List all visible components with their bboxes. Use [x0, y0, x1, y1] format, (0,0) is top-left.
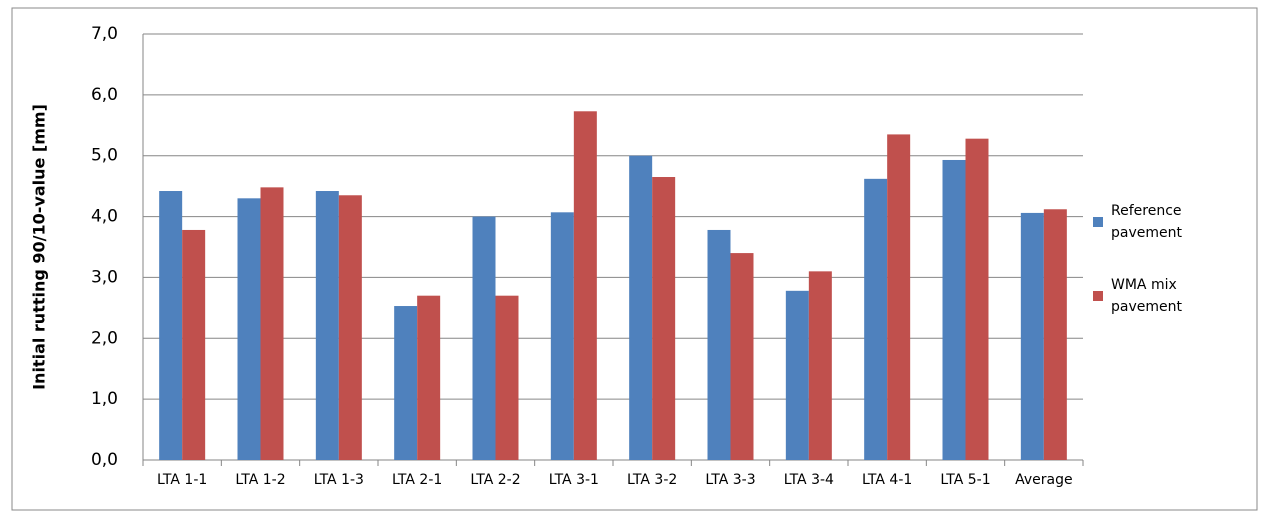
bar [652, 177, 676, 460]
x-tick-label: LTA 3-4 [784, 472, 834, 488]
bar [1020, 212, 1044, 460]
y-axis-title: Initial rutting 90/10-value [mm] [30, 104, 49, 390]
bar [182, 229, 206, 460]
bar [472, 216, 496, 460]
bar [159, 191, 183, 461]
y-tick-label: 7,0 [91, 24, 118, 44]
bar [495, 295, 519, 460]
x-tick-label: LTA 3-1 [549, 472, 599, 488]
bar [629, 155, 653, 460]
bar [1043, 209, 1067, 460]
bar [965, 138, 989, 460]
bar [394, 306, 418, 460]
bar [942, 159, 966, 460]
legend-swatch [1093, 217, 1103, 227]
bar [785, 290, 809, 460]
x-tick-label: LTA 3-3 [705, 472, 755, 488]
bar [260, 187, 284, 461]
legend-item: Reference pavement [1093, 200, 1211, 244]
legend-item: WMA mix pavement [1093, 274, 1211, 318]
y-tick-label: 6,0 [91, 85, 118, 105]
bar [808, 271, 832, 460]
bar [315, 191, 339, 461]
x-tick-label: LTA 1-1 [157, 472, 207, 488]
x-tick-label: LTA 1-3 [314, 472, 364, 488]
bar [864, 178, 888, 460]
y-tick-label: 4,0 [91, 207, 118, 227]
bar [417, 295, 441, 460]
bar [550, 212, 574, 460]
bar [237, 198, 261, 461]
bar [730, 253, 754, 460]
legend-label: WMA mix pavement [1111, 277, 1182, 315]
x-tick-label: LTA 2-1 [392, 472, 442, 488]
y-tick-label: 1,0 [91, 389, 118, 409]
y-tick-label: 0,0 [91, 450, 118, 470]
x-tick-label: Average [1015, 472, 1073, 488]
legend-label: Reference pavement [1111, 203, 1182, 241]
y-tick-label: 2,0 [91, 328, 118, 348]
x-tick-label: LTA 1-2 [235, 472, 285, 488]
bar [887, 134, 911, 460]
x-tick-label: LTA 5-1 [940, 472, 990, 488]
bar [573, 111, 597, 460]
x-tick-label: LTA 4-1 [862, 472, 912, 488]
x-tick-label: LTA 3-2 [627, 472, 677, 488]
legend-swatch [1093, 291, 1103, 301]
y-tick-label: 5,0 [91, 146, 118, 166]
bar [707, 229, 731, 460]
x-tick-label: LTA 2-2 [470, 472, 520, 488]
bar [338, 195, 362, 460]
y-tick-label: 3,0 [91, 267, 118, 287]
